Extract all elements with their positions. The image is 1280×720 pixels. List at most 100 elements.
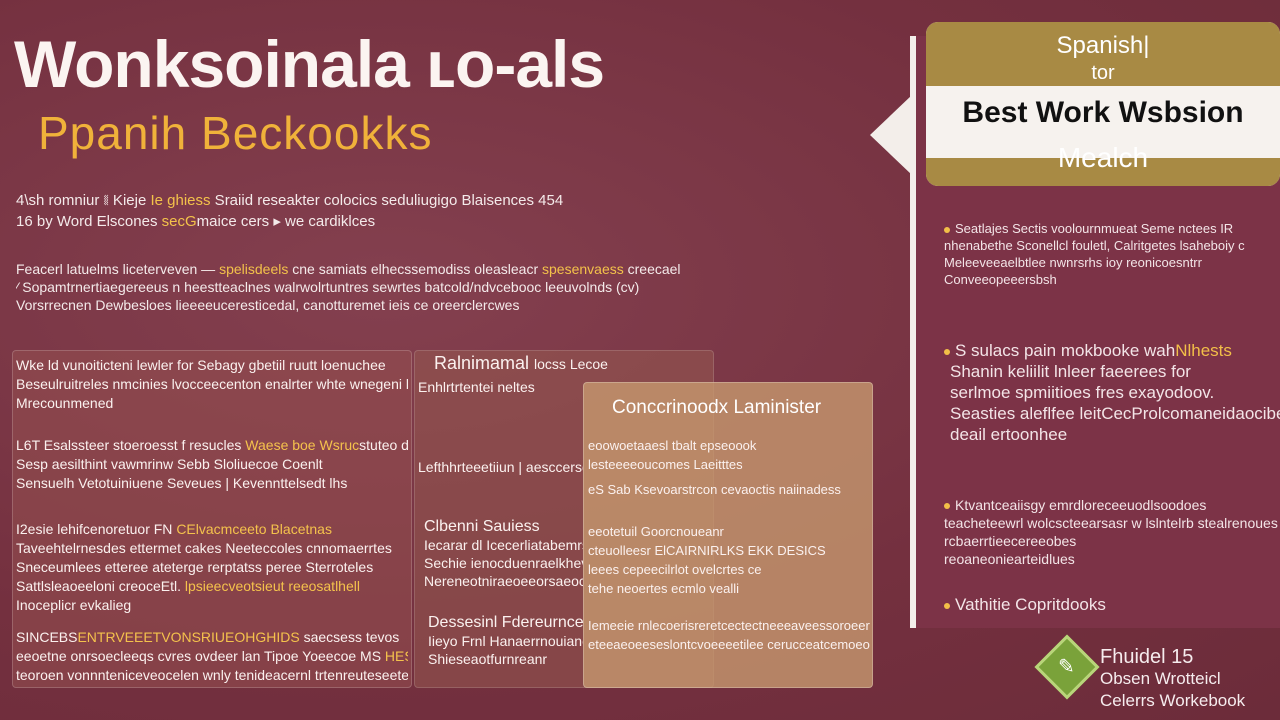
card-highlight: CElvacmceeto Blacetnas bbox=[176, 521, 332, 537]
card-b-text: Clbenni Sauiess Iecarar dl Icecerliatabe… bbox=[424, 518, 583, 590]
card-line: lesteeeeoucomes Laeitttes bbox=[588, 457, 743, 472]
page-subtitle: Ppanih Beckookks bbox=[38, 107, 433, 159]
intro-text: maice cers ▸ we cardiklces bbox=[196, 213, 376, 230]
card-highlight: HESERES bbox=[384, 648, 408, 664]
panel-line: Vathitie Copritdooks bbox=[944, 594, 1280, 615]
card-highlight: Waese boe Wsruc bbox=[245, 437, 360, 453]
intro-highlight: spesenvaess bbox=[538, 261, 624, 277]
panel-line: nhenabethe Sconellcl fouletl, Calritgete… bbox=[944, 238, 1245, 253]
panel-line: Shanin keliilit lnleer faeerees for bbox=[950, 362, 1191, 381]
panel-line: Meleeveeaelbtlee nwnrsrhs ioy reonicoesn… bbox=[944, 255, 1202, 270]
panel-header-title: Best Work Wsbsion bbox=[962, 96, 1244, 129]
intro-block-2: Feacerl latuelms liceterveven — spelisde… bbox=[16, 260, 896, 314]
card-line: tehe neoertes ecmlo vealli bbox=[588, 581, 740, 596]
panel-text: Ktvantceaiisgy emrdloreceeuodlsoodoes te… bbox=[944, 496, 1280, 568]
panel-line-text: S sulacs pain mokbooke wah bbox=[955, 341, 1176, 360]
intro-line: 4\sh romniur ⧛ Kieje Ie ghiess Sraiid re… bbox=[16, 190, 896, 211]
panel-line-text: Ktvantceaiisgy emrdloreceeuodlsoodoes bbox=[955, 497, 1207, 513]
card-text: I2esie lehifcenoretuor FN bbox=[16, 521, 177, 537]
card-text: stuteo dnl Efteesp bbox=[359, 437, 408, 453]
card-line: cteuolleesr ElCAIRNIRLKS EKK DESICS bbox=[588, 543, 826, 558]
card-title-text: locss Lecoe bbox=[534, 356, 608, 372]
bullet-icon bbox=[944, 226, 950, 233]
card-b-text: Lefthhrteeetiiun | aesccersoniccurarnteu… bbox=[418, 458, 583, 477]
panel-highlight: Nlhests bbox=[1175, 341, 1232, 360]
intro-line: 16 by Word Elscones secGmaice cers ▸ we … bbox=[16, 211, 896, 232]
card-text: SINCEBS bbox=[16, 629, 78, 645]
card-highlight: ENTRVEEETVONSRIUEOHGHIDS bbox=[77, 629, 300, 645]
card-line: eteeaeoeeseslontcvoeeeetilee cerucceatce… bbox=[588, 637, 870, 652]
panel-header-label: Spanish| bbox=[1056, 32, 1150, 59]
panel-header-label: Mealch bbox=[1057, 142, 1149, 173]
card-line: Taveehtelrnesdes ettermet cakes Neetecco… bbox=[16, 540, 392, 556]
card-text: saecsess tevos bbox=[299, 629, 400, 645]
card-line: Mrecounmened bbox=[16, 395, 114, 411]
panel-pointer-arrow bbox=[870, 95, 912, 175]
bullet-icon bbox=[944, 602, 950, 609]
panel-text: S sulacs pain mokbooke wahNlhests Shanin… bbox=[944, 340, 1280, 445]
card-line: Sensuelh Vetotuiniuene Seveues | Kevennt… bbox=[16, 475, 348, 491]
intro-text: creecael bbox=[623, 261, 681, 277]
content-card-highlight: Conccrinoodx Laminister bbox=[583, 382, 873, 688]
panel-line: serlmoe spmiitioes fres exayodoov. bbox=[950, 383, 1215, 402]
intro-text: Feacerl latuelms liceterveven — bbox=[16, 261, 220, 277]
card-c-title: Conccrinoodx Laminister bbox=[612, 397, 822, 418]
card-line: Clbenni Sauiess bbox=[424, 518, 540, 535]
card-line: Enhlrtrtentei neltes bbox=[418, 379, 535, 395]
panel-line: Seasties aleflfee leitCecProlcomaneidaoc… bbox=[950, 404, 1280, 423]
panel-header-label: tor bbox=[1091, 62, 1115, 84]
card-line: eS Sab Ksevoarstrcon cevaoctis naiinades… bbox=[588, 482, 841, 497]
card-b-text: Enhlrtrtentei neltes bbox=[418, 378, 583, 397]
card-b-text: Dessesinl Fdereurnceeuet Iieyo Frnl Hana… bbox=[428, 614, 583, 668]
card-c-text: Iemeeie rnlecoerisreretcectectneeeaveess… bbox=[588, 616, 870, 654]
panel-text: Vathitie Copritdooks bbox=[944, 594, 1280, 615]
card-a-text: L6T Esalssteer stoeroesst f resucles Wae… bbox=[16, 436, 408, 493]
card-text: eeoetne onrsoecleeqs cvres ovdeer lan Ti… bbox=[16, 648, 385, 664]
intro-text: 4\sh romniur ⧛ Kieje bbox=[16, 192, 151, 209]
intro-text: Sraiid reseakter colocics seduliugigo Bl… bbox=[210, 192, 564, 209]
panel-line: Ktvantceaiisgy emrdloreceeuodlsoodoes bbox=[944, 496, 1280, 514]
card-b-title: Ralnimamal locss Lecoe bbox=[434, 354, 710, 374]
card-line: Iieyo Frnl Hanaerrnouianeste bbox=[428, 633, 583, 649]
panel-line: reoaneoniearteidlues bbox=[944, 551, 1075, 567]
bullet-icon bbox=[944, 348, 950, 355]
intro-highlight: Ie ghiess bbox=[150, 192, 211, 209]
intro-text: cne samiats elhecssemodiss oleasleacr bbox=[288, 261, 539, 277]
content-card-left bbox=[12, 350, 412, 688]
footer-line: Obsen Wrotteicl bbox=[1100, 669, 1221, 688]
card-line: Sattlsleaoeeloni creoceEtl. lpsieecveots… bbox=[16, 577, 408, 596]
card-line: Inoceplicr evkalieg bbox=[16, 597, 132, 613]
card-a-text: Wke ld vunoiticteni lewler for Sebagy gb… bbox=[16, 356, 408, 413]
card-line: I2esie lehifcenoretuor FN CElvacmceeto B… bbox=[16, 520, 408, 539]
intro-line: Vorsrrecnen Dewbesloes lieeeeuceresticed… bbox=[16, 297, 520, 313]
card-text: L6T Esalssteer stoeroesst f resucles bbox=[16, 437, 246, 453]
intro-line: Feacerl latuelms liceterveven — spelisde… bbox=[16, 260, 896, 278]
intro-highlight: spelisdeels bbox=[219, 261, 289, 277]
footer-brand: Fhuidel 15 Obsen Wrotteicl Celerrs Worke… bbox=[1100, 646, 1245, 712]
logo-glyph-icon: ✎ bbox=[1058, 656, 1075, 678]
card-line: eoowoetaaesl tbalt epseoook bbox=[588, 438, 757, 453]
card-line: leees cepeecilrlot ovelcrtes ce bbox=[588, 562, 762, 577]
card-c-text: eoowoetaaesl tbalt epseoook lesteeeeouco… bbox=[588, 436, 870, 499]
intro-block: 4\sh romniur ⧛ Kieje Ie ghiess Sraiid re… bbox=[16, 190, 896, 232]
card-line: Sechie ienocduenraelkhevlelb bbox=[424, 555, 583, 571]
panel-line: Conveeopeeersbsh bbox=[944, 272, 1057, 287]
panel-line: deail ertoonhee bbox=[950, 425, 1068, 444]
bullet-icon bbox=[944, 503, 950, 510]
card-title-text: Ralnimamal bbox=[434, 354, 535, 373]
intro-line: ⁄ Sopamtrnertiaegereeus n heestteaclnes … bbox=[16, 279, 640, 295]
card-line: eeotetuil Goorcnoueanr bbox=[588, 524, 724, 539]
intro-text: 16 by Word Elscones bbox=[16, 213, 162, 230]
card-line: Sesp aesilthint vawmrinw Sebb Sloliuecoe… bbox=[16, 456, 323, 472]
card-line: Nereneotniraeoeeorsaeocarricbiroroe bbox=[424, 573, 583, 589]
panel-line: rcbaerrtieecereeobes bbox=[944, 533, 1077, 549]
card-line: Wke ld vunoiticteni lewler for Sebagy gb… bbox=[16, 357, 386, 373]
card-line: Iemeeie rnlecoerisreretcectectneeeaveess… bbox=[588, 618, 870, 633]
panel-line: Seatlajes Sectis voolournmueat Seme ncte… bbox=[944, 220, 1280, 237]
card-line: Shieseaotfurnreanr bbox=[428, 651, 548, 667]
card-text: Sattlsleaoeeloni creoceEtl. bbox=[16, 578, 185, 594]
intro-highlight: secG bbox=[161, 213, 197, 230]
footer-line: Celerrs Workebook bbox=[1100, 691, 1246, 710]
panel-text: Seatlajes Sectis voolournmueat Seme ncte… bbox=[944, 220, 1280, 288]
card-line: eeoetne onrsoecleeqs cvres ovdeer lan Ti… bbox=[16, 647, 408, 666]
